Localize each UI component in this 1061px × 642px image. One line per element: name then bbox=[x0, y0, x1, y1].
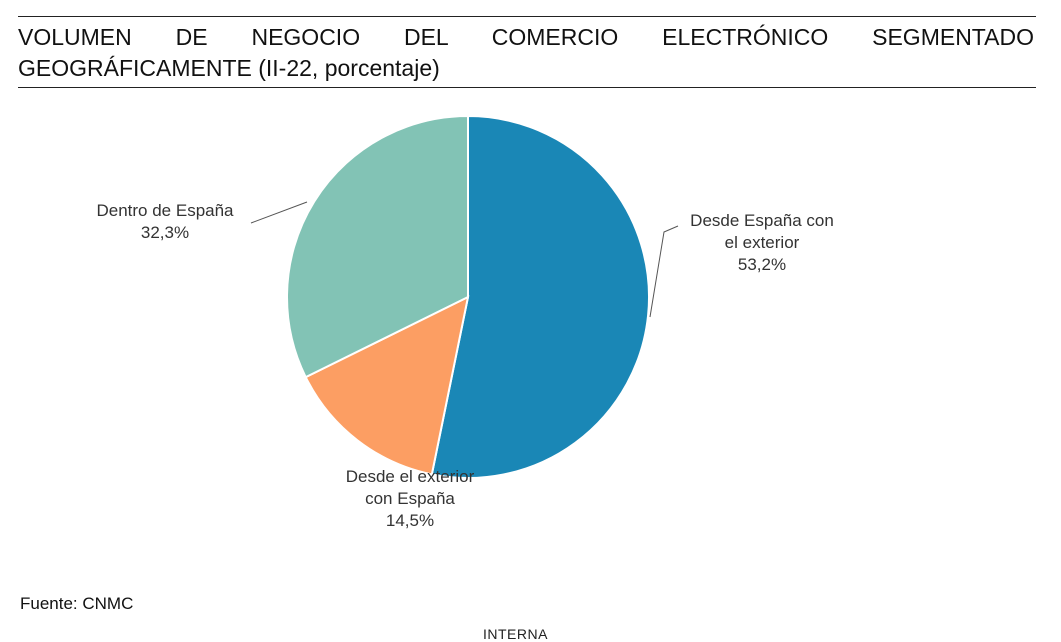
pie-slices bbox=[286, 114, 650, 479]
label-desde-exterior-espana: Desde el exterior con España 14,5% bbox=[346, 467, 475, 530]
label-dentro-espana: Dentro de España 32,3% bbox=[96, 201, 234, 242]
title-bottom-rule bbox=[18, 87, 1036, 88]
leader-line bbox=[250, 201, 308, 224]
slice-value-label: 53,2% bbox=[738, 255, 786, 274]
classification-mark: INTERNA bbox=[483, 626, 548, 642]
slice-desde-exterior-espana bbox=[304, 295, 470, 476]
slice-value-label: 32,3% bbox=[141, 223, 189, 242]
slice-dentro-espana bbox=[286, 114, 469, 379]
slice-name-label: Desde España con bbox=[690, 211, 834, 230]
slice-name-label: Desde el exterior bbox=[346, 467, 475, 486]
slice-desde-espana-exterior bbox=[430, 114, 650, 479]
label-desde-espana-exterior: Desde España con el exterior 53,2% bbox=[690, 211, 834, 274]
slice-labels: Desde España con el exterior 53,2% Desde el… bbox=[96, 201, 833, 530]
leader-lines bbox=[250, 201, 679, 318]
chart-title: VOLUMEN DE NEGOCIO DEL COMERCIO ELECTRÓN… bbox=[18, 24, 1034, 81]
title-top-rule bbox=[18, 16, 1036, 17]
slice-name-label: el exterior bbox=[725, 233, 800, 252]
leader-line bbox=[649, 225, 679, 318]
pie-chart: Desde España con el exterior 53,2% Desde el… bbox=[96, 114, 834, 530]
source-note: Fuente: CNMC bbox=[20, 594, 134, 613]
slice-name-label: Dentro de España bbox=[96, 201, 234, 220]
slice-value-label: 14,5% bbox=[386, 511, 434, 530]
slice-name-label: con España bbox=[365, 489, 455, 508]
